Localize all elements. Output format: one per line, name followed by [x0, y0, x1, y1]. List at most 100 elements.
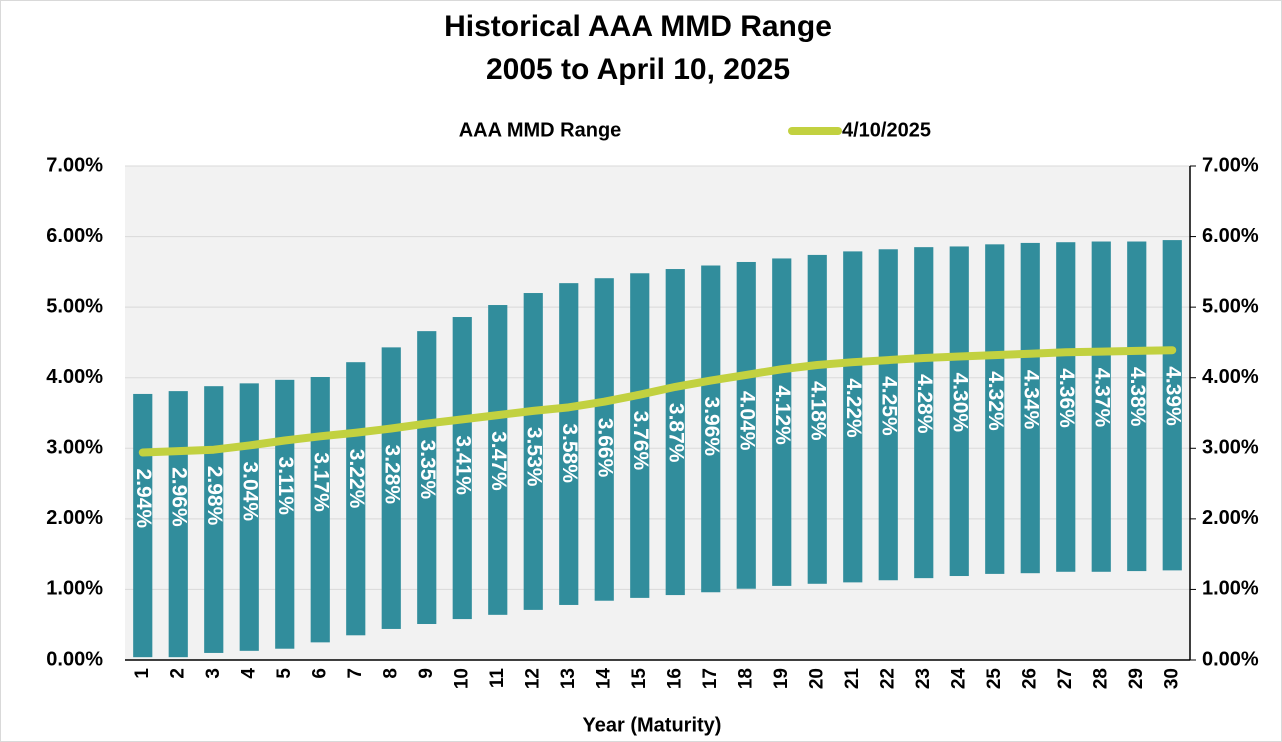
range-bar — [843, 251, 863, 583]
data-label: 3.04% — [239, 461, 262, 521]
data-label: 3.53% — [523, 427, 546, 487]
y2-tick-label: 5.00% — [1202, 295, 1259, 317]
data-label: 4.12% — [771, 385, 794, 445]
range-bar — [275, 379, 295, 649]
x-tick-label: 5 — [274, 668, 295, 679]
range-bar — [878, 249, 898, 581]
range-bar — [736, 261, 756, 589]
x-tick-label: 28 — [1090, 668, 1111, 689]
data-label: 3.22% — [345, 449, 368, 509]
y2-tick-label: 7.00% — [1202, 154, 1259, 176]
x-tick-label: 1 — [132, 668, 153, 679]
range-bar — [665, 269, 685, 596]
chart-subtitle: 2005 to April 10, 2025 — [486, 53, 790, 86]
data-label: 3.58% — [558, 423, 581, 483]
x-tick-label: 16 — [664, 668, 685, 689]
range-bar — [630, 273, 650, 598]
y2-tick-label: 4.00% — [1202, 366, 1259, 388]
y2-tick-label: 3.00% — [1202, 437, 1259, 459]
y-tick-label: 7.00% — [46, 154, 103, 176]
data-label: 4.04% — [736, 391, 759, 451]
range-bar — [1056, 242, 1076, 572]
x-tick-label: 29 — [1126, 668, 1147, 689]
range-bar — [949, 246, 969, 577]
data-label: 4.28% — [913, 374, 936, 434]
x-tick-label: 27 — [1055, 668, 1076, 689]
x-tick-label: 4 — [238, 668, 259, 679]
data-label: 3.28% — [381, 445, 404, 505]
range-bar — [559, 283, 579, 605]
x-tick-label: 30 — [1161, 668, 1182, 689]
x-tick-label: 14 — [593, 668, 614, 690]
data-label: 3.11% — [274, 457, 297, 516]
y2-tick-label: 6.00% — [1202, 225, 1259, 247]
data-label: 4.34% — [1020, 370, 1043, 430]
x-tick-label: 6 — [309, 668, 330, 679]
data-label: 3.66% — [594, 418, 617, 478]
range-bar — [523, 293, 543, 610]
range-bar — [985, 244, 1005, 574]
range-bar — [417, 331, 437, 625]
range-bar — [807, 254, 827, 584]
y-tick-label: 5.00% — [46, 295, 103, 317]
x-tick-label: 20 — [806, 668, 827, 689]
range-bar — [168, 391, 188, 658]
data-label: 3.17% — [310, 452, 333, 512]
data-label: 3.47% — [487, 431, 510, 491]
x-tick-label: 23 — [913, 668, 934, 689]
y-tick-label: 3.00% — [46, 437, 103, 459]
range-bar — [1127, 241, 1147, 572]
x-tick-label: 10 — [451, 668, 472, 689]
data-label: 2.96% — [168, 467, 191, 527]
data-label: 3.41% — [452, 435, 475, 495]
x-tick-label: 13 — [558, 668, 579, 689]
range-bar — [1091, 241, 1111, 572]
x-tick-label: 9 — [416, 668, 437, 679]
x-tick-label: 15 — [629, 668, 650, 690]
y2-tick-label: 2.00% — [1202, 507, 1259, 529]
data-label: 3.87% — [665, 403, 688, 463]
x-tick-label: 21 — [842, 668, 863, 690]
range-bar — [488, 305, 508, 615]
y2-tick-label: 1.00% — [1202, 578, 1259, 600]
chart-title: Historical AAA MMD Range — [444, 10, 832, 43]
y2-tick-label: 0.00% — [1202, 648, 1259, 670]
data-label: 2.98% — [203, 466, 226, 526]
x-tick-label: 11 — [487, 668, 508, 689]
range-bar — [701, 265, 721, 593]
x-tick-label: 19 — [771, 668, 792, 689]
x-tick-label: 24 — [948, 668, 969, 690]
range-bar — [133, 393, 153, 658]
data-label: 4.36% — [1055, 368, 1078, 428]
y-tick-label: 0.00% — [46, 648, 103, 670]
range-bar — [381, 347, 401, 629]
x-tick-label: 8 — [380, 668, 401, 679]
data-label: 4.25% — [878, 376, 901, 436]
x-tick-label: 26 — [1019, 668, 1040, 689]
data-label: 4.38% — [1126, 367, 1149, 427]
y-tick-label: 2.00% — [46, 507, 103, 529]
x-tick-label: 7 — [345, 668, 366, 679]
data-label: 4.32% — [984, 371, 1007, 431]
x-tick-label: 2 — [167, 668, 188, 679]
y-tick-label: 1.00% — [46, 578, 103, 600]
x-axis-title: Year (Maturity) — [583, 714, 722, 736]
line-series — [138, 346, 1177, 457]
data-label: 4.37% — [1091, 368, 1114, 428]
range-bar — [772, 258, 792, 586]
data-label: 3.96% — [700, 397, 723, 457]
range-bar — [1162, 240, 1182, 571]
range-bar — [310, 377, 330, 643]
x-tick-label: 22 — [877, 668, 898, 689]
range-bar — [1020, 242, 1040, 574]
x-tick-label: 17 — [700, 668, 721, 689]
legend-label: 4/10/2025 — [842, 119, 931, 141]
x-tick-label: 18 — [735, 668, 756, 689]
x-tick-label: 12 — [522, 668, 543, 689]
data-label: 4.22% — [842, 378, 865, 438]
data-label: 4.39% — [1162, 366, 1185, 426]
data-label: 4.30% — [949, 373, 972, 433]
range-bar — [594, 278, 614, 601]
data-label: 4.18% — [807, 381, 830, 441]
